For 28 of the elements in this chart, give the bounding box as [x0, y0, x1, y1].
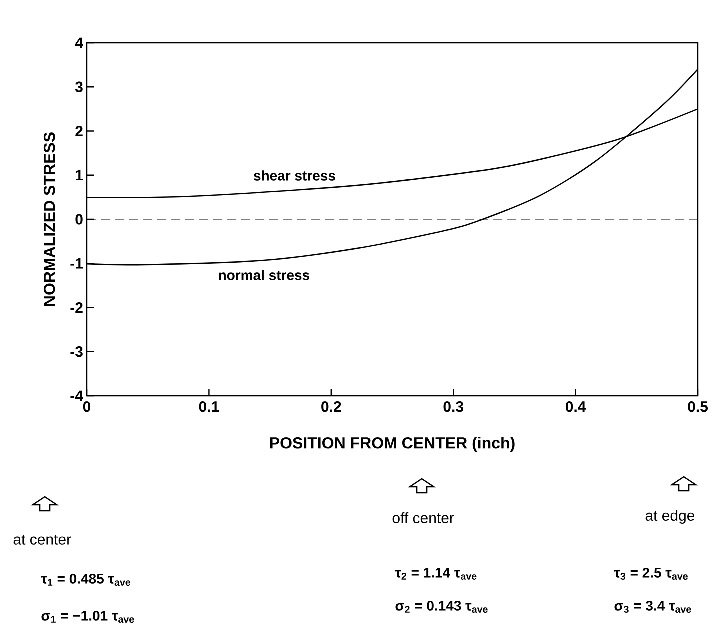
text: τ$_{2}$ = 1.14 τ$_{ave}$: [395, 568, 477, 580]
text: at edge: [646, 510, 695, 524]
x-tick-label: 0.1: [199, 402, 220, 412]
x-tick-label: 0.2: [322, 402, 342, 412]
text: σ$_{2}$ = 0.143 τ$_{ave}$: [396, 600, 488, 614]
text: off center: [392, 512, 454, 524]
y-tick-label: -3: [70, 346, 83, 358]
y-tick-label: 3: [75, 82, 83, 92]
x-tick-label: 0.5: [688, 402, 708, 412]
text: σ$_{3}$ = 3.4 τ$_{ave}$: [614, 600, 692, 614]
x-tick-label: 0.4: [566, 402, 586, 412]
y-axis-title: NORMALIZED STRESS: [44, 132, 56, 306]
series-label: shear stress: [254, 170, 336, 181]
y-tick-label: -2: [70, 302, 83, 313]
y-tick-label: 4: [75, 38, 84, 48]
x-tick-label: 0: [83, 402, 91, 412]
y-tick-label: 2: [76, 126, 83, 136]
text: at center: [14, 535, 72, 545]
y-tick-label: -1: [70, 258, 84, 269]
text: τ$_{3}$ = 2.5 τ$_{ave}$: [614, 568, 688, 580]
x-axis-title: POSITION FROM CENTER (inch): [270, 437, 515, 452]
text: τ$_{1}$ = 0.485 τ$_{ave}$: [41, 574, 131, 586]
series-label: normal stress: [219, 270, 310, 280]
text: σ$_{1}$ = −1.01 τ$_{ave}$: [42, 610, 134, 624]
y-tick-label: -4: [70, 390, 84, 402]
x-tick-label: 0.3: [444, 402, 464, 412]
y-tick-label: 0: [76, 214, 83, 225]
y-tick-label: 1: [76, 170, 84, 181]
